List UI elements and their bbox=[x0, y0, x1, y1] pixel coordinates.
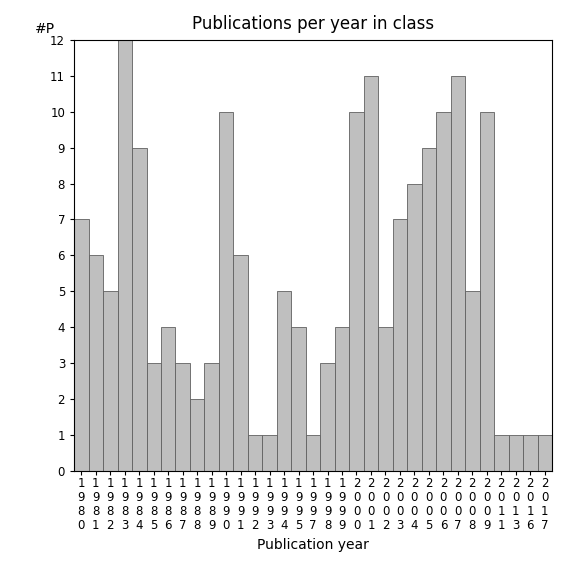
Bar bbox=[349, 112, 364, 471]
Bar bbox=[74, 219, 88, 471]
Bar bbox=[291, 327, 306, 471]
Bar bbox=[88, 255, 103, 471]
Bar bbox=[480, 112, 494, 471]
Bar bbox=[190, 399, 205, 471]
Bar bbox=[538, 435, 552, 471]
Bar bbox=[277, 291, 291, 471]
Bar bbox=[407, 184, 422, 471]
Bar bbox=[219, 112, 234, 471]
Bar bbox=[335, 327, 349, 471]
Bar bbox=[132, 148, 146, 471]
Bar bbox=[465, 291, 480, 471]
Bar bbox=[494, 435, 509, 471]
Bar bbox=[306, 435, 320, 471]
Bar bbox=[234, 255, 248, 471]
Bar bbox=[117, 40, 132, 471]
Bar bbox=[378, 327, 393, 471]
Bar bbox=[436, 112, 451, 471]
Bar bbox=[509, 435, 523, 471]
Bar bbox=[451, 76, 465, 471]
Bar bbox=[422, 148, 436, 471]
Y-axis label: #P: #P bbox=[35, 22, 56, 36]
Bar bbox=[146, 363, 161, 471]
Bar bbox=[364, 76, 378, 471]
Title: Publications per year in class: Publications per year in class bbox=[192, 15, 434, 33]
Bar bbox=[103, 291, 117, 471]
X-axis label: Publication year: Publication year bbox=[257, 538, 369, 552]
Bar bbox=[263, 435, 277, 471]
Bar bbox=[248, 435, 263, 471]
Bar bbox=[320, 363, 335, 471]
Bar bbox=[393, 219, 407, 471]
Bar bbox=[523, 435, 538, 471]
Bar bbox=[175, 363, 190, 471]
Bar bbox=[205, 363, 219, 471]
Bar bbox=[161, 327, 175, 471]
